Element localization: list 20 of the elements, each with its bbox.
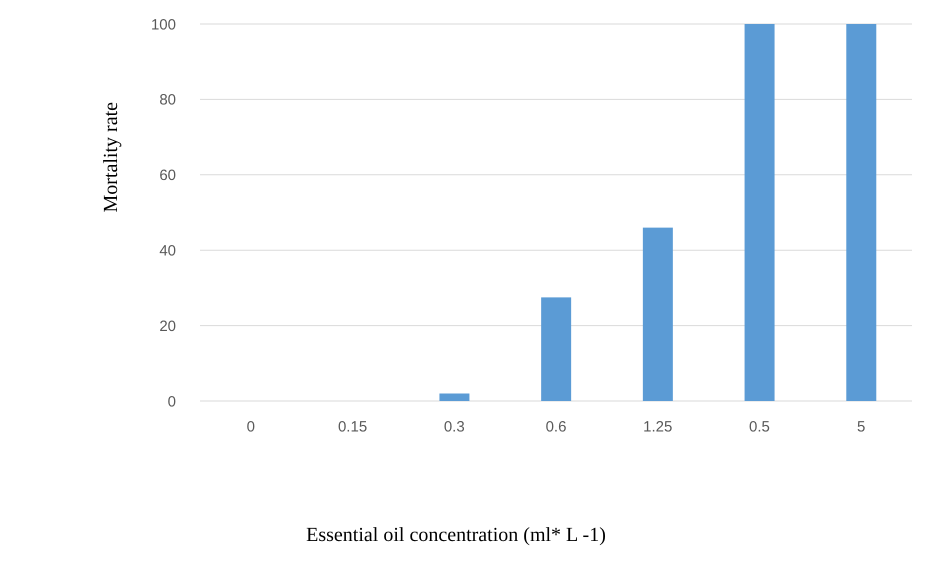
y-tick-label: 60 — [159, 167, 176, 184]
x-tick-label: 0 — [246, 418, 256, 436]
bar — [541, 297, 572, 401]
bar — [439, 393, 470, 401]
y-tick-label: 40 — [159, 242, 176, 260]
x-tick-label: 0.3 — [444, 418, 465, 436]
y-axis-title: Mortality rate — [100, 102, 122, 212]
y-tick-label: 80 — [159, 92, 176, 109]
y-tick-label: 100 — [150, 16, 176, 34]
x-axis-title: Essential oil concentration (ml* L -1) — [306, 524, 606, 546]
bar — [846, 24, 876, 401]
y-tick-label: 0 — [168, 393, 176, 410]
x-tick-label: 0.15 — [338, 418, 368, 436]
x-tick-label: 1.25 — [643, 418, 672, 436]
x-tick-label: 0.5 — [749, 418, 770, 436]
bar — [642, 228, 673, 401]
x-tick-label: 0.6 — [546, 418, 566, 436]
bar — [744, 24, 775, 401]
y-tick-label: 20 — [159, 318, 176, 335]
x-tick-label: 5 — [856, 418, 866, 436]
